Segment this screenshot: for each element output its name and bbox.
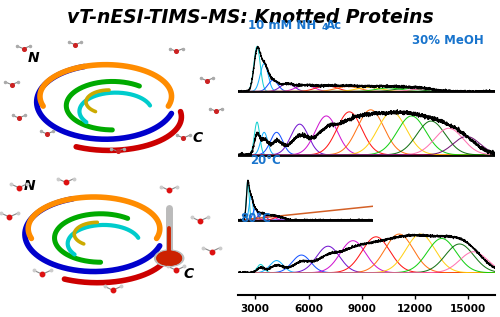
Text: 30% MeOH: 30% MeOH: [412, 34, 484, 47]
Text: 20°C: 20°C: [250, 153, 281, 167]
Text: Ac: Ac: [326, 19, 342, 32]
Text: C: C: [184, 267, 194, 281]
Circle shape: [154, 250, 184, 267]
Text: 80°C: 80°C: [240, 212, 271, 225]
Text: 10 mM NH: 10 mM NH: [248, 19, 316, 32]
Circle shape: [157, 251, 182, 265]
Text: C: C: [192, 131, 203, 145]
Text: N: N: [24, 179, 35, 193]
Circle shape: [157, 251, 182, 265]
Text: 4: 4: [322, 23, 328, 32]
Text: N: N: [28, 51, 40, 65]
Text: vT-nESI-TIMS-MS: Knotted Proteins: vT-nESI-TIMS-MS: Knotted Proteins: [66, 8, 434, 27]
